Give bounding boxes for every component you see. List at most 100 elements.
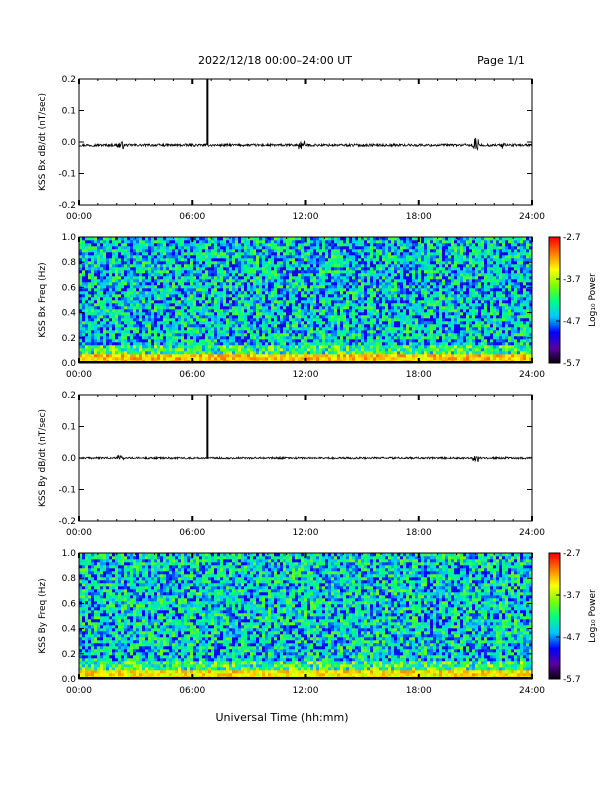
spectrogram-cell bbox=[325, 348, 329, 352]
spectrogram-cell bbox=[97, 354, 101, 358]
spectrogram-cell bbox=[271, 270, 275, 274]
spectrogram-cell bbox=[115, 354, 119, 358]
spectrogram-cell bbox=[220, 315, 224, 319]
spectrogram-cell bbox=[298, 330, 302, 334]
spectrogram-cell bbox=[163, 294, 167, 298]
spectrogram-cell bbox=[328, 351, 332, 355]
spectrogram-cell bbox=[388, 246, 392, 250]
spectrogram-cell bbox=[85, 273, 89, 277]
spectrogram-cell bbox=[328, 342, 332, 346]
spectrogram-cell bbox=[268, 312, 272, 316]
spectrogram-cell bbox=[145, 243, 149, 247]
spectrogram-cell bbox=[316, 285, 320, 289]
spectrogram-cell bbox=[142, 357, 146, 361]
spectrogram-cell bbox=[358, 282, 362, 286]
spectrogram-cell bbox=[178, 339, 182, 343]
spectrogram-cell bbox=[313, 330, 317, 334]
spectrogram-cell bbox=[406, 294, 410, 298]
spectrogram-cell bbox=[85, 315, 89, 319]
spectrogram-cell bbox=[220, 336, 224, 340]
spectrogram-cell bbox=[337, 330, 341, 334]
spectrogram-cell bbox=[322, 267, 326, 271]
spectrogram-cell bbox=[358, 258, 362, 262]
spectrogram-cell bbox=[409, 345, 413, 349]
spectrogram-cell bbox=[103, 306, 107, 310]
spectrogram-cell bbox=[397, 243, 401, 247]
spectrogram-cell bbox=[274, 309, 278, 313]
spectrogram-cell bbox=[349, 309, 353, 313]
spectrogram-cell bbox=[421, 333, 425, 337]
spectrogram-cell bbox=[412, 327, 416, 331]
spectrogram-cell bbox=[175, 273, 179, 277]
spectrogram-cell bbox=[298, 315, 302, 319]
spectrogram-cell bbox=[340, 327, 344, 331]
spectrogram-cell bbox=[187, 357, 191, 361]
spectrogram-cell bbox=[211, 264, 215, 268]
spectrogram-cell bbox=[403, 315, 407, 319]
spectrogram-cell bbox=[310, 330, 314, 334]
spectrogram-cell bbox=[313, 285, 317, 289]
spectrogram-cell bbox=[181, 351, 185, 355]
spectrogram-cell bbox=[133, 324, 137, 328]
spectrogram-cell bbox=[292, 357, 296, 361]
spectrogram-cell bbox=[268, 306, 272, 310]
spectrogram-cell bbox=[241, 267, 245, 271]
spectrogram-cell bbox=[265, 249, 269, 253]
spectrogram-cell bbox=[97, 255, 101, 259]
spectrogram-cell bbox=[94, 327, 98, 331]
spectrogram-cell bbox=[289, 348, 293, 352]
spectrogram-cell bbox=[268, 321, 272, 325]
spectrogram-cell bbox=[178, 318, 182, 322]
spectrogram-cell bbox=[385, 258, 389, 262]
spectrogram-cell bbox=[274, 357, 278, 361]
spectrogram-cell bbox=[139, 318, 143, 322]
spectrogram-cell bbox=[277, 327, 281, 331]
spectrogram-cell bbox=[322, 300, 326, 304]
spectrogram-cell bbox=[244, 300, 248, 304]
spectrogram-cell bbox=[271, 240, 275, 244]
spectrogram-cell bbox=[385, 279, 389, 283]
spectrogram-cell bbox=[112, 303, 116, 307]
spectrogram-cell bbox=[256, 309, 260, 313]
spectrogram-cell bbox=[184, 330, 188, 334]
spectrogram-cell bbox=[304, 315, 308, 319]
spectrogram-cell bbox=[259, 339, 263, 343]
spectrogram-cell bbox=[217, 252, 221, 256]
spectrogram-cell bbox=[124, 357, 128, 361]
spectrogram-cell bbox=[346, 333, 350, 337]
spectrogram-cell bbox=[214, 285, 218, 289]
spectrogram-cell bbox=[343, 279, 347, 283]
spectrogram-cell bbox=[349, 291, 353, 295]
spectrogram-cell bbox=[349, 288, 353, 292]
spectrogram-cell bbox=[154, 291, 158, 295]
spectrogram-cell bbox=[253, 264, 257, 268]
spectrogram-cell bbox=[214, 330, 218, 334]
spectrogram-cell bbox=[346, 273, 350, 277]
spectrogram-cell bbox=[229, 237, 233, 241]
spectrogram-cell bbox=[121, 297, 125, 301]
spectrogram-cell bbox=[82, 282, 86, 286]
spectrogram-cell bbox=[103, 279, 107, 283]
spectrogram-cell bbox=[97, 237, 101, 241]
spectrogram-cell bbox=[100, 261, 104, 265]
spectrogram-cell bbox=[310, 258, 314, 262]
spectrogram-cell bbox=[250, 309, 254, 313]
spectrogram-cell bbox=[376, 261, 380, 265]
spectrogram-cell bbox=[292, 270, 296, 274]
spectrogram-cell bbox=[163, 354, 167, 358]
spectrogram-cell bbox=[88, 288, 92, 292]
spectrogram-cell bbox=[241, 285, 245, 289]
spectrogram-cell bbox=[256, 294, 260, 298]
spectrogram-cell bbox=[208, 258, 212, 262]
spectrogram-cell bbox=[274, 276, 278, 280]
spectrogram-cell bbox=[223, 258, 227, 262]
spectrogram-cell bbox=[400, 246, 404, 250]
spectrogram-cell bbox=[109, 357, 113, 361]
spectrogram-cell bbox=[151, 279, 155, 283]
spectrogram-cell bbox=[175, 279, 179, 283]
spectrogram-cell bbox=[316, 297, 320, 301]
spectrogram-cell bbox=[91, 339, 95, 343]
spectrogram-cell bbox=[175, 294, 179, 298]
spectrogram-cell bbox=[370, 324, 374, 328]
spectrogram-cell bbox=[130, 339, 134, 343]
